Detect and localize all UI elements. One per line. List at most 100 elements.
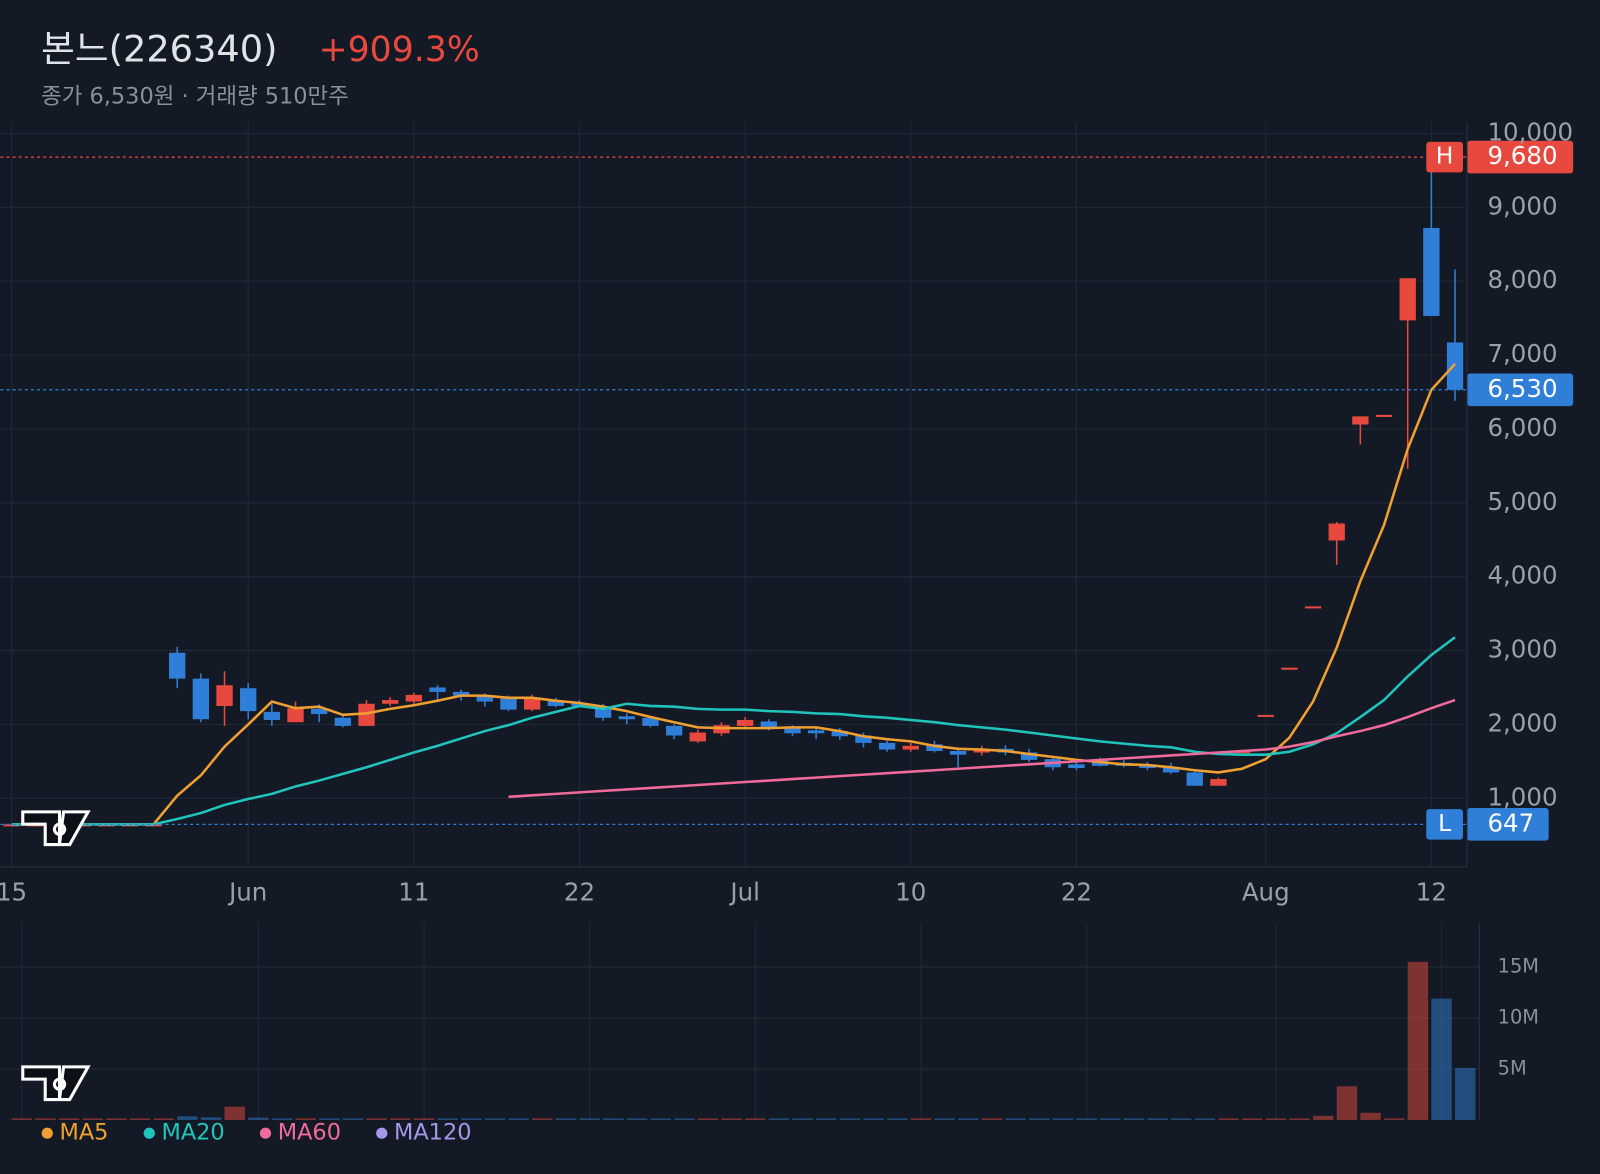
candle-body — [1186, 772, 1203, 786]
y-tick-label: 8,000 — [1487, 265, 1557, 294]
marker-label: H — [1436, 142, 1454, 170]
logo — [21, 1065, 91, 1102]
logo — [21, 810, 91, 847]
volume-bar — [1052, 1118, 1074, 1120]
candle-body — [1068, 764, 1085, 769]
volume-bar — [1407, 961, 1429, 1120]
candle-body — [382, 700, 399, 704]
volume-bar — [721, 1118, 742, 1120]
volume-bar — [579, 1118, 600, 1120]
volume-bar — [248, 1117, 269, 1120]
grid — [0, 122, 1480, 1120]
price-change: +909.3% — [319, 30, 480, 70]
candle-body — [855, 735, 872, 743]
volume-bar — [177, 1116, 198, 1120]
volume-bar — [390, 1118, 411, 1120]
watermark — [21, 810, 91, 1102]
marker-box — [1426, 809, 1463, 840]
price-label: 647 — [1487, 808, 1534, 837]
candle-body — [784, 728, 801, 734]
candle-body — [547, 700, 564, 706]
volume-bar — [1100, 1118, 1121, 1120]
candle-body — [216, 685, 233, 706]
volume-bar — [839, 1118, 861, 1120]
volume-bar — [11, 1118, 32, 1120]
candle-body — [831, 731, 848, 737]
y-tick-label: 9,000 — [1487, 191, 1557, 220]
volume-bar — [674, 1118, 695, 1120]
candle-body — [358, 703, 375, 726]
ma-line — [508, 698, 1456, 799]
y-tick-label: 1,000 — [1487, 782, 1557, 811]
price-box — [1467, 808, 1549, 841]
volume-bar — [437, 1118, 458, 1120]
candle-body — [926, 744, 943, 752]
volume-bar — [768, 1118, 790, 1120]
volume-bar — [366, 1118, 387, 1120]
x-tick-label: 10 — [895, 878, 926, 907]
volume-bar — [319, 1118, 340, 1120]
volume-bar — [1076, 1118, 1097, 1120]
volume-bar — [1123, 1118, 1145, 1120]
candle-body — [500, 698, 517, 710]
volume-bar — [603, 1118, 624, 1120]
volume-tick-label: 10M — [1498, 1005, 1539, 1028]
volume-bar — [271, 1118, 293, 1120]
candle-body — [240, 688, 257, 712]
volume-bar — [532, 1118, 553, 1120]
marks: H 9,680 L 647 6,530 — [0, 140, 1574, 1120]
volume-bar — [697, 1118, 719, 1120]
volume-bar — [106, 1118, 127, 1120]
x-tick-label: 22 — [1061, 878, 1092, 907]
volume-bar — [82, 1118, 103, 1120]
y-tick-label: 3,000 — [1487, 635, 1557, 664]
candle-body — [405, 694, 422, 702]
candle-body — [807, 730, 825, 734]
candle-body — [1304, 606, 1322, 609]
volume-bar — [461, 1118, 482, 1120]
candle-body — [689, 732, 706, 742]
candle-body — [311, 708, 328, 715]
candle-body — [1399, 278, 1416, 321]
x-tick-label: 15 — [0, 878, 27, 907]
candle-body — [1281, 667, 1298, 670]
candle-body — [902, 745, 919, 750]
chart-subtitle: 종가 6,530원 · 거래량 510만주 — [41, 83, 349, 109]
candle-body — [1020, 752, 1038, 760]
volume-bar — [35, 1118, 56, 1120]
volume-bar — [1218, 1118, 1239, 1120]
candle-body — [523, 697, 541, 710]
y-tick-label: 10,000 — [1487, 117, 1573, 146]
candle-body — [760, 721, 777, 729]
marker-label: L — [1438, 809, 1451, 837]
y-tick-label: 2,000 — [1487, 708, 1557, 737]
volume-bar — [1336, 1086, 1358, 1120]
candle-body — [571, 702, 588, 706]
volume-bar — [1242, 1118, 1263, 1120]
volume-bar — [342, 1118, 364, 1120]
volume-bar — [1005, 1118, 1026, 1120]
ma-line — [11, 363, 1456, 826]
volume-bar — [200, 1117, 222, 1120]
volume-bar — [626, 1118, 648, 1120]
x-tick-label: 22 — [564, 878, 595, 907]
volume-bar — [887, 1118, 908, 1120]
volume-bar — [555, 1118, 577, 1120]
volume-bar — [863, 1118, 884, 1120]
volume-bar — [508, 1118, 529, 1120]
candle-body — [1375, 414, 1393, 417]
chart-title: 본느(226340) — [41, 27, 277, 70]
legend-label: MA60 — [278, 1120, 341, 1146]
candle-body — [1210, 779, 1227, 786]
candle-body — [736, 719, 754, 726]
legend: MA5 MA20 MA60 MA120 — [41, 1120, 471, 1146]
candle-body — [263, 711, 281, 720]
candle-body — [594, 706, 612, 718]
x-tick-label: Jul — [728, 878, 760, 907]
volume-bar — [934, 1118, 955, 1120]
volume-bar — [1384, 1118, 1405, 1120]
volume-bar — [224, 1106, 245, 1120]
volume-bar — [1265, 1118, 1287, 1120]
